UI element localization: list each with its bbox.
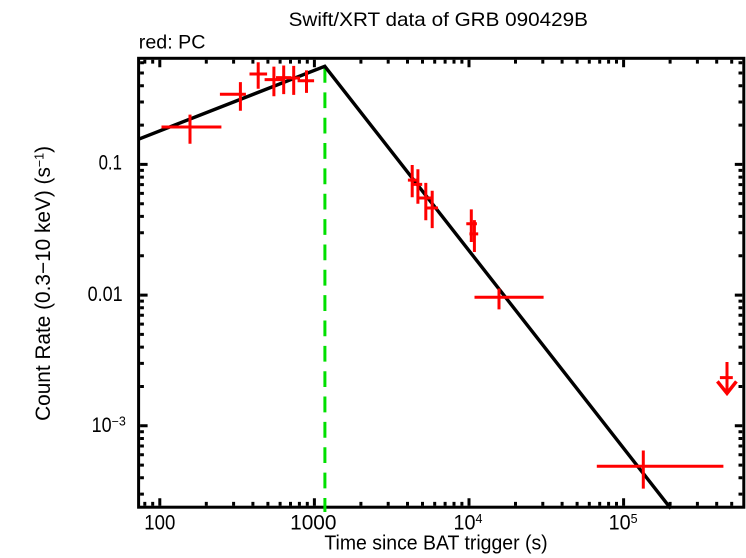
svg-text:105: 105 bbox=[609, 511, 638, 535]
svg-text:1000: 1000 bbox=[290, 511, 336, 535]
svg-text:red: PC: red: PC bbox=[139, 32, 206, 54]
svg-text:Swift/XRT data of GRB 090429B: Swift/XRT data of GRB 090429B bbox=[289, 9, 588, 31]
svg-text:104: 104 bbox=[454, 511, 483, 535]
svg-text:Count Rate (0.3−10 keV) (s−1): Count Rate (0.3−10 keV) (s−1) bbox=[32, 146, 55, 421]
svg-text:0.01: 0.01 bbox=[88, 282, 123, 306]
svg-text:Time since BAT trigger (s): Time since BAT trigger (s) bbox=[324, 533, 547, 555]
svg-text:10−3: 10−3 bbox=[92, 413, 126, 437]
svg-text:0.1: 0.1 bbox=[99, 151, 122, 175]
svg-text:100: 100 bbox=[144, 511, 175, 535]
